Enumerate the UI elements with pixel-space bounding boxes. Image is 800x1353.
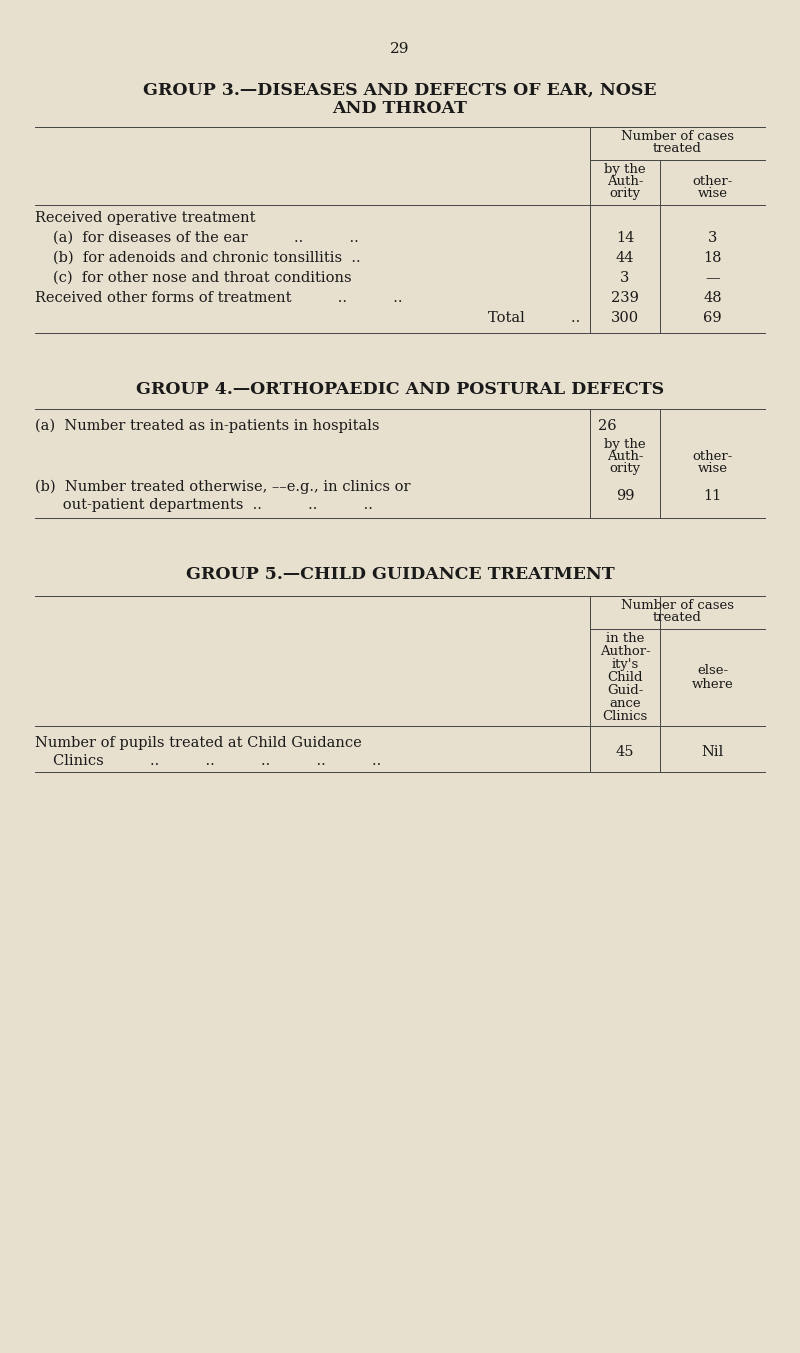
Text: ority: ority — [610, 461, 641, 475]
Text: (a)  for diseases of the ear          ..          ..: (a) for diseases of the ear .. .. — [53, 231, 358, 245]
Text: 45: 45 — [616, 746, 634, 759]
Text: 48: 48 — [703, 291, 722, 304]
Text: 26: 26 — [598, 419, 617, 433]
Text: Nil: Nil — [702, 746, 724, 759]
Text: in the: in the — [606, 632, 644, 645]
Text: Guid-: Guid- — [607, 685, 643, 697]
Text: else-: else- — [697, 664, 728, 678]
Text: other-: other- — [692, 175, 733, 188]
Text: wise: wise — [698, 461, 727, 475]
Text: Author-: Author- — [600, 645, 650, 658]
Text: (b)  for adenoids and chronic tonsillitis  ..: (b) for adenoids and chronic tonsillitis… — [53, 252, 361, 265]
Text: Clinics          ..          ..          ..          ..          ..: Clinics .. .. .. .. .. — [53, 754, 382, 769]
Text: Number of cases: Number of cases — [621, 130, 734, 143]
Text: (b)  Number treated otherwise, ––e.g., in clinics or: (b) Number treated otherwise, ––e.g., in… — [35, 480, 410, 494]
Text: where: where — [692, 678, 734, 690]
Text: Number of cases: Number of cases — [621, 599, 734, 612]
Text: 29: 29 — [390, 42, 410, 55]
Text: treated: treated — [653, 142, 702, 156]
Text: 11: 11 — [703, 488, 722, 503]
Text: Child: Child — [607, 671, 642, 685]
Text: wise: wise — [698, 187, 727, 200]
Text: treated: treated — [653, 612, 702, 624]
Text: 69: 69 — [703, 311, 722, 325]
Text: Number of pupils treated at Child Guidance: Number of pupils treated at Child Guidan… — [35, 736, 362, 750]
Text: ity's: ity's — [611, 658, 638, 671]
Text: by the: by the — [604, 162, 646, 176]
Text: 300: 300 — [611, 311, 639, 325]
Text: GROUP 3.—DISEASES AND DEFECTS OF EAR, NOSE: GROUP 3.—DISEASES AND DEFECTS OF EAR, NO… — [143, 83, 657, 99]
Text: ority: ority — [610, 187, 641, 200]
Text: 18: 18 — [703, 252, 722, 265]
Text: 14: 14 — [616, 231, 634, 245]
Text: by the: by the — [604, 438, 646, 451]
Text: Received other forms of treatment          ..          ..: Received other forms of treatment .. .. — [35, 291, 402, 304]
Text: —: — — [705, 271, 720, 285]
Text: other-: other- — [692, 451, 733, 463]
Text: 44: 44 — [616, 252, 634, 265]
Text: 3: 3 — [708, 231, 717, 245]
Text: Auth-: Auth- — [606, 451, 643, 463]
Text: (a)  Number treated as in-patients in hospitals: (a) Number treated as in-patients in hos… — [35, 419, 379, 433]
Text: Total          ..: Total .. — [488, 311, 580, 325]
Text: GROUP 4.—ORTHOPAEDIC AND POSTURAL DEFECTS: GROUP 4.—ORTHOPAEDIC AND POSTURAL DEFECT… — [136, 382, 664, 398]
Text: AND THROAT: AND THROAT — [333, 100, 467, 116]
Text: 239: 239 — [611, 291, 639, 304]
Text: ance: ance — [609, 697, 641, 710]
Text: 3: 3 — [620, 271, 630, 285]
Text: 99: 99 — [616, 488, 634, 503]
Text: Received operative treatment: Received operative treatment — [35, 211, 255, 225]
Text: (c)  for other nose and throat conditions: (c) for other nose and throat conditions — [53, 271, 352, 285]
Text: GROUP 5.—CHILD GUIDANCE TREATMENT: GROUP 5.—CHILD GUIDANCE TREATMENT — [186, 566, 614, 583]
Text: Clinics: Clinics — [602, 710, 648, 723]
Text: out-patient departments  ..          ..          ..: out-patient departments .. .. .. — [35, 498, 373, 511]
Text: Auth-: Auth- — [606, 175, 643, 188]
